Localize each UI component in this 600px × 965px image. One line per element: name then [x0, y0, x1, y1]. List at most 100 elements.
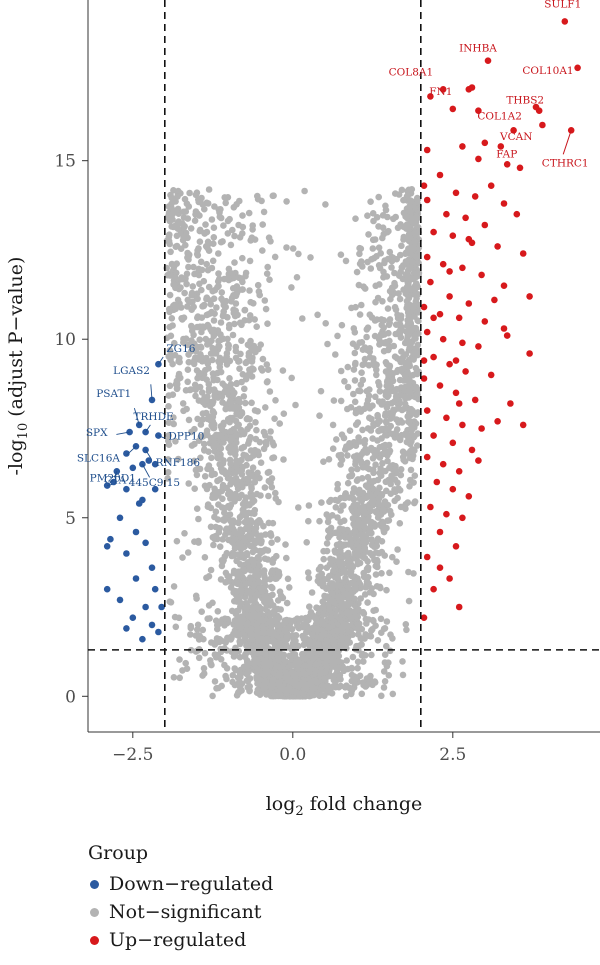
ns-point: [201, 649, 209, 657]
ns-point: [337, 367, 345, 375]
ns-point: [369, 402, 376, 410]
ns-point: [389, 690, 397, 698]
ns-point: [295, 504, 302, 511]
ns-point: [215, 638, 223, 646]
ns-point: [379, 442, 387, 450]
ns-point: [407, 466, 415, 474]
ns-point: [337, 451, 345, 459]
down-point: [123, 625, 130, 632]
ns-point: [244, 455, 252, 462]
gene-label-leader: [145, 449, 152, 460]
ns-point: [333, 436, 340, 443]
ns-point: [345, 585, 352, 592]
up-point: [430, 314, 437, 322]
ns-point: [170, 281, 177, 288]
ns-point: [411, 335, 418, 342]
ns-point: [211, 485, 218, 493]
ns-point: [397, 251, 404, 259]
ns-point: [260, 208, 268, 216]
ns-point: [187, 225, 195, 232]
down-point: [142, 428, 149, 436]
ns-point: [336, 540, 344, 547]
ns-point: [270, 192, 277, 199]
down-point: [151, 485, 159, 493]
ns-point: [164, 456, 172, 463]
ns-point: [250, 581, 258, 588]
ns-point: [348, 664, 356, 672]
up-point: [452, 389, 460, 397]
ns-point: [364, 473, 372, 481]
ns-point: [403, 304, 411, 312]
ns-point: [288, 284, 295, 291]
ns-point: [233, 380, 240, 388]
ns-point: [375, 193, 383, 201]
ns-point: [254, 195, 262, 203]
ns-point: [363, 387, 371, 395]
ns-point: [194, 621, 202, 629]
ns-point: [372, 571, 380, 578]
ns-point: [385, 672, 393, 679]
ns-point: [177, 284, 184, 291]
ns-point: [220, 335, 227, 343]
ns-point: [194, 415, 201, 423]
ns-point: [309, 654, 317, 662]
ns-point: [222, 297, 230, 305]
ns-point: [238, 600, 245, 607]
up-point: [420, 375, 428, 382]
ns-point: [355, 578, 363, 586]
ns-point: [225, 265, 233, 273]
ns-point: [223, 484, 230, 492]
ns-point: [251, 407, 259, 414]
ns-point: [351, 398, 359, 406]
ns-point: [210, 240, 217, 247]
ns-point: [357, 457, 365, 465]
ns-point: [377, 615, 385, 623]
up-point: [487, 182, 495, 189]
up-point: [446, 360, 453, 368]
ns-point: [308, 589, 316, 596]
ns-point: [236, 683, 244, 691]
up-point: [475, 155, 482, 163]
ns-point: [167, 332, 175, 340]
up-point: [484, 57, 492, 64]
ns-point: [259, 367, 266, 374]
ns-point: [240, 566, 247, 573]
gene-label-down: 445C9.15: [129, 477, 180, 489]
ns-point: [348, 471, 356, 479]
ns-point: [344, 479, 352, 487]
ns-point: [383, 618, 391, 625]
ns-point: [216, 543, 224, 550]
ns-point: [354, 552, 362, 560]
ns-point: [215, 250, 222, 257]
ns-point: [373, 556, 381, 564]
ns-point: [364, 212, 371, 219]
ns-point: [188, 291, 195, 299]
ns-point: [325, 687, 332, 694]
ns-point: [185, 351, 192, 358]
ns-point: [397, 503, 405, 511]
ns-point: [408, 423, 416, 431]
ns-point: [350, 366, 358, 373]
ns-point: [340, 517, 348, 524]
ns-point: [337, 397, 345, 405]
ns-point: [169, 360, 176, 368]
up-point: [459, 264, 466, 272]
ns-point: [215, 282, 222, 290]
ns-point: [332, 351, 339, 358]
ns-point: [352, 215, 359, 222]
ns-point: [269, 439, 276, 446]
ns-point: [380, 684, 388, 691]
ns-point: [207, 566, 215, 574]
ns-point: [351, 595, 358, 603]
ns-point: [339, 634, 346, 641]
ns-point: [375, 244, 383, 251]
up-point: [452, 189, 460, 197]
ns-point: [247, 434, 254, 441]
ns-point: [352, 303, 359, 311]
ns-point: [238, 378, 245, 386]
ns-point: [164, 469, 172, 476]
ns-point: [261, 555, 269, 562]
ns-point: [266, 628, 274, 636]
ns-point: [357, 595, 365, 602]
ns-point: [405, 294, 413, 302]
